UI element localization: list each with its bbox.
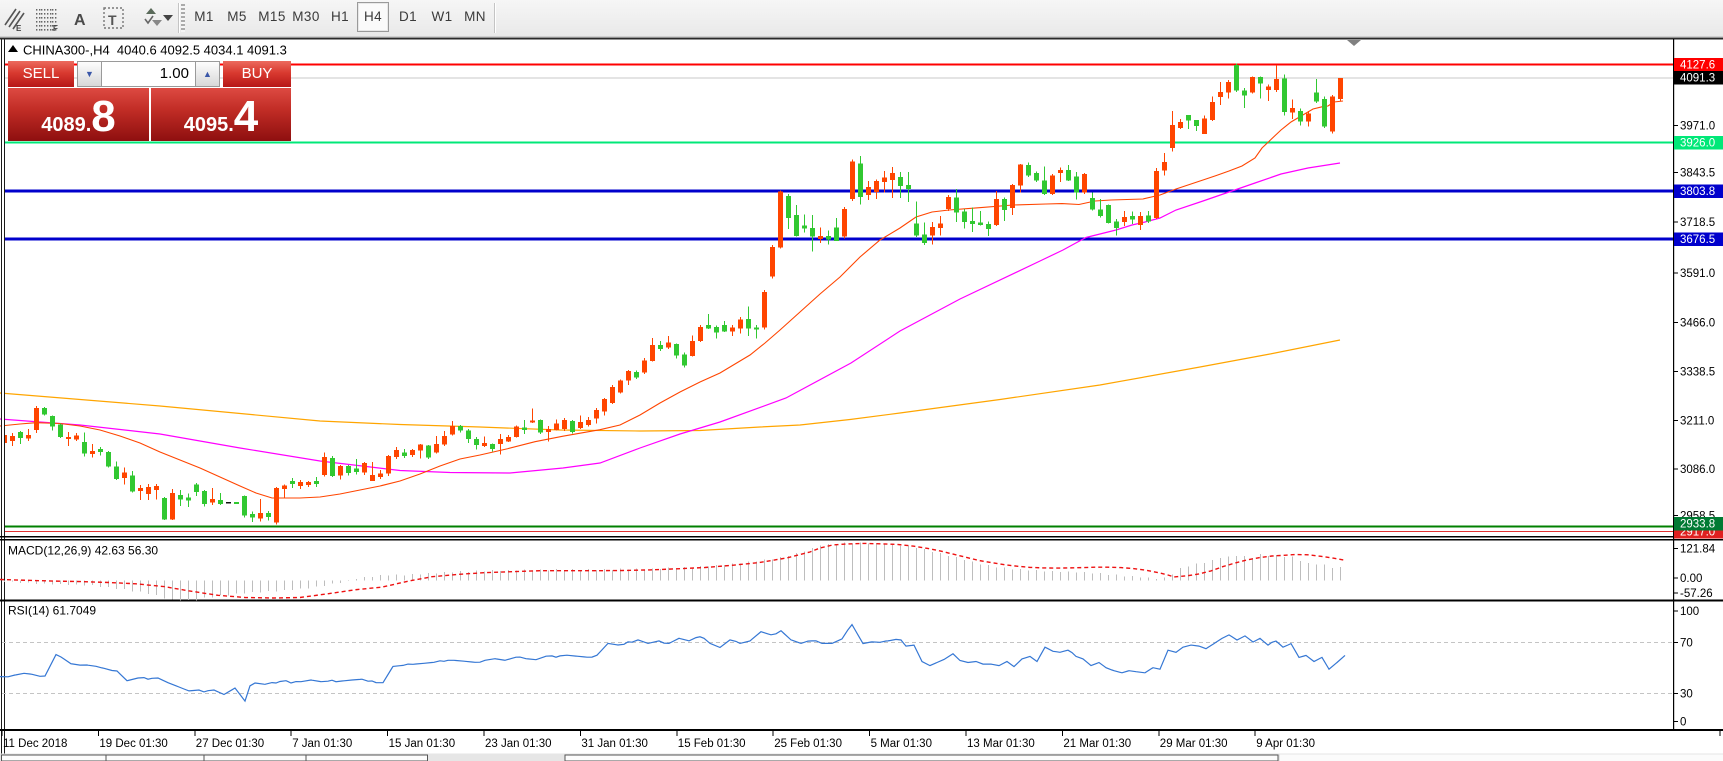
svg-text:3803.8: 3803.8	[1680, 186, 1715, 198]
svg-text:A: A	[74, 12, 86, 29]
svg-text:15 Jan 01:30: 15 Jan 01:30	[389, 738, 456, 750]
svg-text:100: 100	[1680, 606, 1699, 618]
svg-text:5 Mar 01:30: 5 Mar 01:30	[871, 738, 932, 750]
svg-text:-57.26: -57.26	[1680, 588, 1713, 600]
svg-text:15 Feb 01:30: 15 Feb 01:30	[678, 738, 746, 750]
svg-text:23 Jan 01:30: 23 Jan 01:30	[485, 738, 552, 750]
svg-text:9 Apr 01:30: 9 Apr 01:30	[1256, 738, 1315, 750]
svg-text:4091.3: 4091.3	[1680, 73, 1715, 85]
svg-text:F: F	[53, 24, 58, 33]
svg-text:13 Mar 01:30: 13 Mar 01:30	[967, 738, 1035, 750]
svg-text:19 Dec 01:30: 19 Dec 01:30	[99, 738, 167, 750]
svg-text:3843.5: 3843.5	[1680, 168, 1715, 180]
svg-text:4127.6: 4127.6	[1680, 60, 1715, 72]
svg-text:3591.0: 3591.0	[1680, 268, 1715, 280]
svg-text:RSI(14) 61.7049: RSI(14) 61.7049	[8, 604, 96, 618]
svg-text:3086.0: 3086.0	[1680, 464, 1715, 476]
svg-text:70: 70	[1680, 638, 1693, 650]
svg-text:0: 0	[1680, 717, 1686, 729]
svg-text:21 Mar 01:30: 21 Mar 01:30	[1063, 738, 1131, 750]
svg-text:3926.0: 3926.0	[1680, 138, 1715, 150]
svg-text:2933.8: 2933.8	[1680, 519, 1715, 531]
svg-text:3676.5: 3676.5	[1680, 234, 1715, 246]
svg-text:31 Jan 01:30: 31 Jan 01:30	[581, 738, 648, 750]
svg-text:29 Mar 01:30: 29 Mar 01:30	[1160, 738, 1228, 750]
svg-text:T: T	[108, 12, 117, 28]
svg-text:MACD(12,26,9) 42.63 56.30: MACD(12,26,9) 42.63 56.30	[8, 544, 158, 558]
svg-text:3718.5: 3718.5	[1680, 217, 1715, 229]
svg-text:CHINA300-,H4 4040.6 4092.5 40: CHINA300-,H4 4040.6 4092.5 4034.1 4091.3	[23, 43, 287, 58]
svg-text:0.00: 0.00	[1680, 573, 1702, 585]
svg-text:3211.0: 3211.0	[1680, 415, 1714, 427]
svg-text:3971.0: 3971.0	[1680, 121, 1715, 133]
svg-text:25 Feb 01:30: 25 Feb 01:30	[774, 738, 842, 750]
svg-text:30: 30	[1680, 689, 1693, 701]
svg-text:3466.0: 3466.0	[1680, 317, 1715, 329]
svg-text:3338.5: 3338.5	[1680, 367, 1715, 379]
svg-text:11 Dec 2018: 11 Dec 2018	[3, 738, 67, 750]
svg-text:27 Dec 01:30: 27 Dec 01:30	[196, 738, 264, 750]
svg-text:7 Jan 01:30: 7 Jan 01:30	[292, 738, 352, 750]
svg-text:121.84: 121.84	[1680, 544, 1716, 556]
svg-text:E: E	[16, 24, 22, 33]
